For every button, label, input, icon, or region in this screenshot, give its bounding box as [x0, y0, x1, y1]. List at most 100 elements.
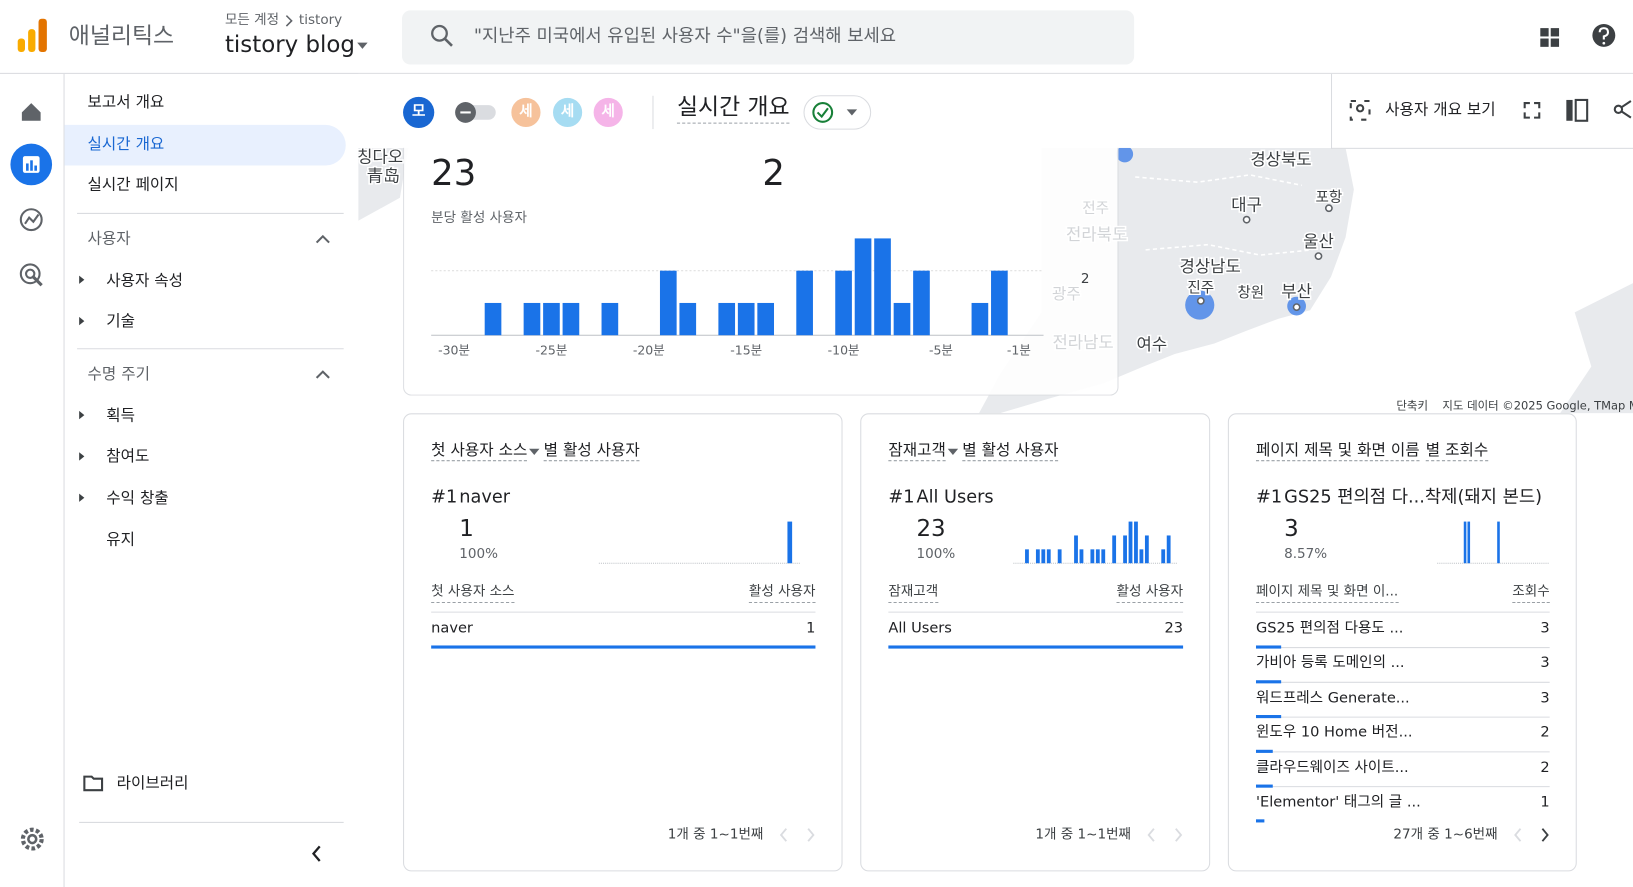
card-dimension[interactable]: 잠재고객 — [888, 440, 946, 462]
card-dimension[interactable]: 첫 사용자 소스 — [431, 440, 528, 462]
nav-section-title[interactable]: 사용자 — [87, 229, 131, 248]
search-box[interactable] — [401, 10, 1135, 65]
search-placeholder[interactable]: "지난주 미국에서 유입된 사용자 수"을(를) 검색해 보세요 — [473, 25, 897, 47]
row-value: 2 — [1540, 724, 1550, 742]
column-header[interactable]: 조회수 — [1512, 584, 1550, 603]
map-label: 青岛 — [367, 166, 400, 185]
top-value: 1 — [459, 516, 474, 543]
metric-value: 23 — [431, 152, 477, 195]
top-name: GS25 편의점 다...착제(돼지 본드) — [1284, 487, 1543, 508]
card — [1227, 413, 1577, 872]
map-label: 포항 — [1315, 189, 1342, 206]
map-label: 칭다오 — [357, 148, 403, 167]
card-title: 별 조회수 — [1425, 440, 1489, 462]
map-bubble — [1116, 147, 1134, 163]
nav-item[interactable]: 유지 — [106, 529, 135, 549]
nav-item[interactable]: 보고서 개요 — [87, 92, 165, 112]
city-dot — [1196, 296, 1205, 305]
top-value: 3 — [1284, 516, 1299, 543]
map-attribution: 지도 데이터 ©2025 Google, TMap Mobility — [1442, 399, 1633, 413]
row-name[interactable]: 'Elementor' 태그의 글 ... — [1255, 793, 1421, 811]
map-label: 울산 — [1303, 232, 1334, 251]
expand-triangle — [79, 316, 85, 326]
library-link[interactable]: 라이브러리 — [116, 773, 189, 793]
expand-triangle — [79, 452, 85, 461]
toolbar — [358, 73, 1331, 148]
column-header[interactable]: 활성 사용자 — [1116, 584, 1184, 603]
land-china — [358, 147, 409, 221]
row-value: 23 — [1164, 620, 1184, 637]
row-value: 1 — [806, 620, 816, 637]
collapse-caret — [315, 234, 330, 244]
row-name[interactable]: GS25 편의점 다용도 ... — [1255, 620, 1404, 637]
row-value: 2 — [1540, 759, 1550, 776]
card-dimension: 페이지 제목 및 화면 이름 — [1255, 440, 1420, 462]
nav-item[interactable]: 획득 — [106, 405, 135, 425]
top-rank: #1 — [888, 487, 915, 508]
view-button[interactable]: 사용자 개요 보기 — [1385, 99, 1496, 119]
city-dot — [1324, 204, 1333, 213]
collapse-sidebar — [311, 845, 321, 862]
collapse-caret — [315, 370, 330, 379]
top-share: 100% — [459, 546, 498, 563]
top-rank: #1 — [431, 487, 458, 508]
product-name: 애널리틱스 — [68, 23, 175, 50]
nav-item[interactable]: 수익 창출 — [106, 488, 169, 508]
column-header[interactable]: 페이지 제목 및 화면 이... — [1255, 584, 1399, 603]
card-title: 별 활성 사용자 — [543, 440, 640, 462]
row-name[interactable]: naver — [431, 620, 473, 637]
column-header[interactable]: 잠재고객 — [888, 584, 939, 603]
map-label: 경상남도 — [1180, 257, 1241, 276]
expand-triangle — [79, 493, 85, 502]
comparison-chip-label[interactable]: 세 — [601, 103, 615, 121]
top-rank: #1 — [1255, 487, 1283, 508]
chart-label: 분당 활성 사용자 — [431, 210, 527, 227]
city-dot — [1242, 215, 1251, 224]
nav-section-title[interactable]: 수명 주기 — [87, 364, 150, 384]
row-name[interactable]: 클라우드웨이즈 사이트... — [1255, 759, 1409, 776]
column-header[interactable]: 활성 사용자 — [748, 584, 816, 603]
row-name[interactable]: 워드프레스 Generate... — [1255, 689, 1410, 707]
map-bubble — [1185, 290, 1215, 320]
map-label: 부산 — [1281, 282, 1312, 301]
land-japan — [1560, 283, 1633, 414]
map-label: 대구 — [1231, 196, 1262, 215]
pagination: 1개 중 1~1번째 — [1035, 826, 1132, 843]
expand-triangle — [79, 410, 85, 420]
row-name[interactable]: All Users — [888, 620, 952, 637]
nav-rail — [0, 73, 65, 887]
top-share: 100% — [916, 546, 956, 563]
row-value: 3 — [1540, 620, 1550, 637]
top-value: 23 — [916, 516, 946, 543]
column-header[interactable]: 첫 사용자 소스 — [431, 584, 515, 603]
row-name[interactable]: 윈도우 10 Home 버전... — [1255, 724, 1413, 742]
breadcrumb: tistory — [298, 12, 343, 29]
active-nav-highlight — [64, 124, 346, 166]
nav-item[interactable]: 실시간 페이지 — [87, 174, 179, 194]
nav-item[interactable]: 참여도 — [106, 447, 150, 466]
row-value: 3 — [1540, 654, 1550, 672]
top-name: naver — [459, 487, 511, 508]
map-label: 경상북도 — [1250, 150, 1311, 169]
comparison-chip-label[interactable]: 모 — [411, 103, 426, 121]
nav-item[interactable]: 사용자 속성 — [106, 270, 184, 290]
card — [860, 413, 1211, 872]
nav-item[interactable]: 기술 — [106, 311, 135, 331]
expand-triangle — [79, 275, 85, 284]
map-label: 여수 — [1137, 335, 1168, 354]
card — [403, 413, 843, 872]
map-label: 창원 — [1237, 285, 1264, 302]
pagination: 27개 중 1~6번째 — [1393, 826, 1498, 843]
province-border — [1135, 174, 1313, 256]
comparison-chip-label[interactable]: 세 — [519, 103, 533, 121]
comparison-chip-label[interactable]: 세 — [560, 103, 575, 121]
page-title: 실시간 개요 — [676, 95, 790, 125]
row-name[interactable]: 가비아 등록 도메인의 ... — [1255, 654, 1405, 672]
map-shortcuts: 단축키 — [1396, 399, 1428, 413]
map-bubble — [1287, 296, 1306, 316]
card-title: 별 활성 사용자 — [962, 440, 1059, 462]
property-selector[interactable]: tistory blog — [224, 32, 355, 59]
top-name: All Users — [916, 487, 994, 508]
nav-item[interactable]: 실시간 개요 — [87, 134, 165, 154]
